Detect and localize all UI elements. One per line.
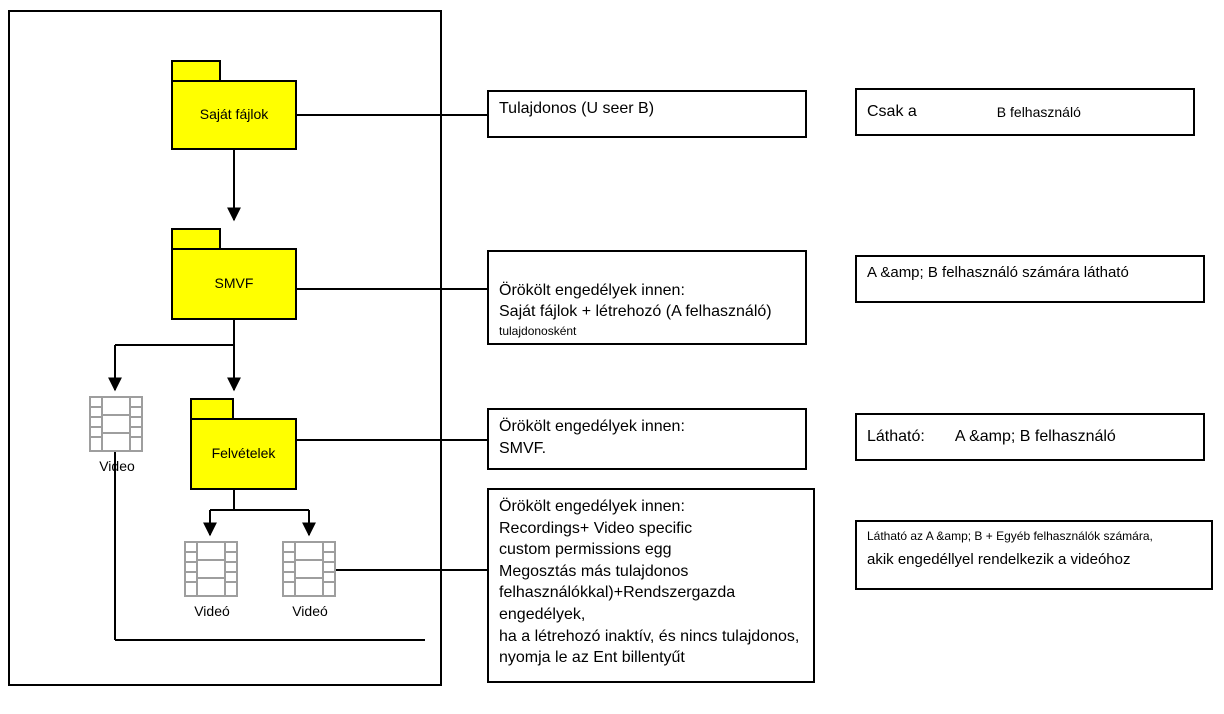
info-box-row1-left: Tulajdonos (U seer B) xyxy=(487,90,807,138)
folder-smvf: SMVF xyxy=(171,228,297,320)
folder-recordings: Felvételek xyxy=(190,398,297,490)
film-video-left xyxy=(88,395,144,458)
info-row3-right-a: Látható: xyxy=(867,426,925,448)
info-box-row4-right: Látható az A &amp; B + Egyéb felhasználó… xyxy=(855,520,1213,590)
info-row1-right-b: B felhasználó xyxy=(997,103,1081,122)
film-video-left-label: Video xyxy=(92,458,142,474)
info-row4-right-a: Látható az A &amp; B + Egyéb felhasználó… xyxy=(867,528,1201,544)
folder-smvf-label: SMVF xyxy=(215,276,254,291)
info-row1-right-a: Csak a xyxy=(867,101,917,123)
folder-recordings-label: Felvételek xyxy=(212,446,276,461)
info-box-row1-right: Csak a B felhasználó xyxy=(855,88,1195,136)
info-row4-left-text: Örökölt engedélyek innen:Recordings+ Vid… xyxy=(499,496,803,669)
info-row3-left-text: Örökölt engedélyek innen:SMVF. xyxy=(499,416,795,459)
info-row2-right-text: A &amp; B felhasználó számára látható xyxy=(867,264,1129,281)
info-row3-right-b: A &amp; B felhasználó xyxy=(955,426,1116,448)
film-video-bottom-right-label: Videó xyxy=(285,603,335,619)
info-row4-right-b: akik engedéllyel rendelkezik a videóhoz xyxy=(867,550,1201,570)
info-box-row2-right: A &amp; B felhasználó számára látható xyxy=(855,255,1205,303)
info-box-row2-left: Örökölt engedélyek innen:Saját fájlok + … xyxy=(487,250,807,345)
film-video-bottom-right xyxy=(281,540,337,603)
folder-my-files-label: Saját fájlok xyxy=(200,107,268,122)
info-box-row3-left: Örökölt engedélyek innen:SMVF. xyxy=(487,408,807,470)
diagram-stage: Saját fájlok SMVF Felvételek xyxy=(0,0,1224,714)
film-video-bottom-left-label: Videó xyxy=(187,603,237,619)
film-video-bottom-left xyxy=(183,540,239,603)
folder-my-files: Saját fájlok xyxy=(171,60,297,150)
info-box-row4-left: Örökölt engedélyek innen:Recordings+ Vid… xyxy=(487,488,815,683)
info-row1-left-text: Tulajdonos (U seer B) xyxy=(499,100,654,117)
info-box-row3-right: Látható: A &amp; B felhasználó xyxy=(855,413,1205,461)
info-row2-left-text: Örökölt engedélyek innen:Saját fájlok + … xyxy=(499,280,795,339)
